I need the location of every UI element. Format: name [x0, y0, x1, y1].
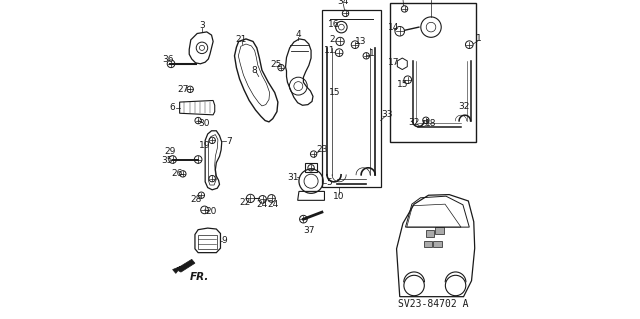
Text: 10: 10 — [333, 192, 345, 201]
Bar — [433, 241, 442, 247]
Text: 25: 25 — [270, 60, 282, 69]
Text: 31: 31 — [288, 173, 300, 182]
Text: 16: 16 — [328, 20, 339, 29]
Text: 36: 36 — [163, 55, 174, 63]
Text: SV23-84702 A: SV23-84702 A — [398, 299, 468, 309]
Text: 24: 24 — [267, 200, 278, 209]
Text: 7: 7 — [226, 137, 232, 146]
Text: 6: 6 — [170, 103, 175, 112]
Text: 28: 28 — [191, 195, 202, 204]
Text: 26: 26 — [172, 169, 183, 178]
Text: 22: 22 — [239, 198, 251, 207]
Text: 18: 18 — [425, 119, 436, 128]
Text: 8: 8 — [252, 66, 257, 75]
Text: 27: 27 — [178, 85, 189, 94]
Text: 5: 5 — [326, 178, 332, 187]
Bar — [305, 163, 317, 172]
Text: 34: 34 — [337, 0, 349, 6]
Text: 32: 32 — [408, 118, 420, 127]
Text: 24: 24 — [256, 200, 268, 209]
Text: 17: 17 — [388, 58, 400, 67]
Text: 15: 15 — [328, 88, 340, 97]
Text: 34: 34 — [397, 0, 408, 1]
Text: FR.: FR. — [190, 272, 209, 282]
Bar — [426, 230, 434, 237]
Text: 21: 21 — [236, 35, 246, 44]
Text: 30: 30 — [199, 119, 211, 128]
Text: 37: 37 — [303, 226, 315, 235]
Text: 11: 11 — [324, 46, 335, 55]
Bar — [198, 235, 217, 249]
Text: 29: 29 — [164, 147, 176, 156]
Text: 20: 20 — [206, 207, 217, 216]
Text: 12: 12 — [426, 0, 436, 2]
Text: 4: 4 — [296, 30, 301, 39]
Text: 32: 32 — [458, 102, 469, 111]
Text: 23: 23 — [317, 145, 328, 154]
Text: 1: 1 — [369, 49, 375, 58]
Bar — [435, 227, 444, 234]
Bar — [321, 10, 381, 187]
Text: 2: 2 — [329, 35, 335, 44]
Text: 14: 14 — [388, 23, 399, 32]
Text: 13: 13 — [355, 37, 366, 46]
Text: 33: 33 — [381, 110, 393, 119]
Text: 19: 19 — [200, 141, 211, 150]
Text: 3: 3 — [199, 21, 205, 30]
Bar — [424, 241, 432, 247]
Text: 15: 15 — [397, 80, 408, 89]
Polygon shape — [173, 259, 195, 273]
Text: 35: 35 — [161, 156, 173, 165]
Bar — [390, 3, 476, 142]
Text: 9: 9 — [221, 236, 227, 245]
Text: 1: 1 — [476, 34, 482, 43]
